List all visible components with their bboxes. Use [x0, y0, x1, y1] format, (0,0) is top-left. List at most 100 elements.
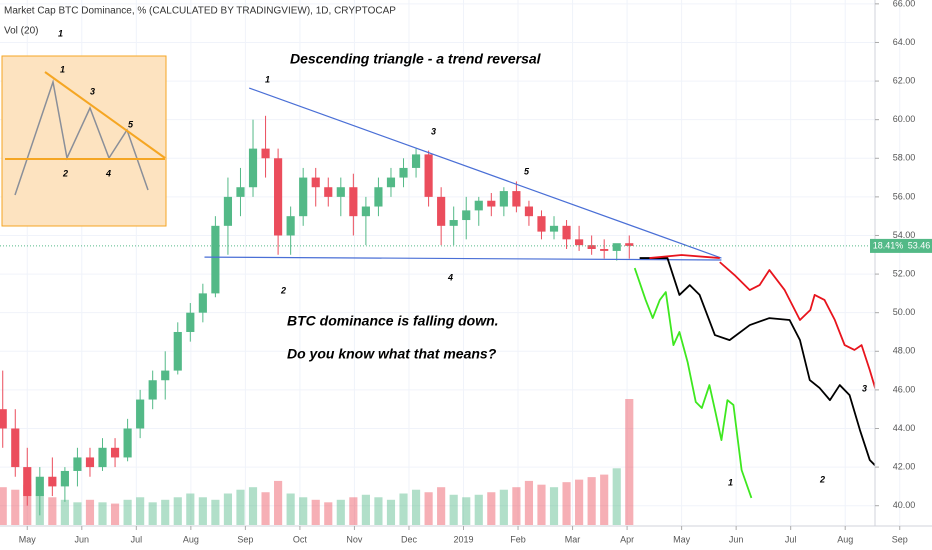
projection-label: 1: [728, 477, 733, 487]
volume-bar: [324, 502, 333, 525]
x-tick-label: Jun: [75, 534, 90, 544]
volume-bar: [148, 502, 157, 525]
triangle-label: 1: [265, 74, 270, 84]
candle-body: [161, 370, 170, 381]
projection-line: [719, 261, 875, 391]
candle-body: [411, 154, 421, 168]
projection-label: 2: [819, 474, 825, 484]
y-tick-label: 62.00: [893, 75, 916, 85]
inset: 1 3 5 2 4: [1, 55, 167, 227]
x-tick-label: Jul: [785, 534, 797, 544]
candle-body: [374, 187, 383, 207]
inset-label: 5: [128, 119, 134, 129]
candle-body: [211, 225, 220, 294]
volume-bar: [512, 487, 521, 525]
trend-line: [248, 87, 722, 259]
volume-bar: [274, 480, 283, 525]
candle-body: [612, 243, 621, 251]
y-tick-label: 64.00: [893, 37, 916, 47]
x-tick-label: Jul: [131, 534, 143, 544]
candle-body: [462, 210, 471, 221]
candle-body: [386, 177, 396, 188]
volume-bar: [386, 499, 396, 525]
candle-body: [324, 187, 333, 197]
candle-body: [123, 428, 132, 458]
volume-bar: [612, 468, 621, 525]
candle-body: [248, 148, 258, 188]
candle-body: [437, 196, 446, 226]
volume-bar: [449, 494, 458, 525]
x-tick-label: May: [673, 534, 691, 544]
change-label: 18.41%: [873, 240, 904, 250]
volume-bar: [587, 477, 596, 525]
volume-bar: [286, 493, 295, 525]
volume-bar: [336, 499, 345, 525]
volume-bar: [236, 489, 245, 525]
volume-bar: [487, 492, 496, 525]
candle-body: [499, 191, 508, 207]
x-tick-label: Feb: [510, 534, 526, 544]
volume-bar: [349, 497, 358, 525]
volume-bar: [562, 482, 571, 525]
trend-line: [204, 256, 722, 261]
candle-body: [148, 380, 157, 400]
x-tick-label: Jun: [729, 534, 744, 544]
candle-body: [549, 225, 559, 232]
candle-body: [236, 187, 245, 197]
volume-bar: [575, 479, 584, 525]
y-tick-label: 52.00: [893, 268, 916, 278]
triangle-label: 5: [524, 166, 530, 176]
candle-body: [349, 187, 358, 217]
x-tick-label: Nov: [346, 534, 363, 544]
volume-bar: [48, 497, 57, 525]
candle-body: [424, 154, 433, 197]
volume-bar: [11, 489, 20, 525]
x-tick-label: Aug: [837, 534, 853, 544]
change-tag: [870, 238, 906, 253]
candle-body: [361, 206, 370, 217]
projection-label: 3: [862, 383, 867, 393]
volume-bar: [261, 492, 270, 525]
volume-bar: [211, 499, 220, 525]
volume-bar: [399, 493, 408, 525]
y-tick-label: 54.00: [893, 230, 916, 240]
inset-label: 3: [90, 86, 95, 96]
candle-body: [60, 470, 69, 487]
volume-bar: [0, 487, 7, 525]
volume-panel: [0, 399, 634, 525]
price-label: 53.46: [908, 240, 931, 250]
candle-body: [537, 216, 546, 232]
x-tick-label: Aug: [183, 534, 199, 544]
candle-body: [186, 312, 195, 332]
inset-resistance: [44, 71, 166, 159]
candle-body: [600, 248, 609, 251]
volume-bar: [198, 497, 207, 525]
volume-bar: [462, 497, 471, 525]
candle-body: [136, 399, 145, 429]
candle-body: [299, 177, 308, 217]
candle-body: [198, 293, 207, 313]
y-tick-label: 46.00: [893, 384, 916, 394]
axes: 40.00 42.00 44.00 46.00 48.00 50.00 52.00 54.00…: [19, 0, 932, 544]
candle-body: [48, 476, 57, 487]
candle-body: [173, 331, 182, 371]
volume-bar: [85, 499, 95, 525]
candle-body: [625, 243, 634, 246]
y-tick-label: 48.00: [893, 346, 916, 356]
candle-body: [35, 476, 44, 497]
annotation: BTC dominance is falling down.: [287, 313, 499, 329]
volume-bar: [248, 487, 258, 525]
volume-bar: [161, 499, 170, 525]
volume-bar: [474, 494, 483, 525]
volume-bar: [625, 399, 634, 525]
candle-body: [311, 177, 320, 188]
price-panel: [0, 87, 875, 516]
volume-bar: [223, 493, 233, 525]
x-tick-label: Apr: [620, 534, 634, 544]
candle-body: [575, 239, 584, 246]
candle-body: [23, 467, 32, 497]
projection-line: [639, 257, 875, 467]
x-tick-label: Dec: [401, 534, 418, 544]
volume-bar: [411, 489, 421, 525]
